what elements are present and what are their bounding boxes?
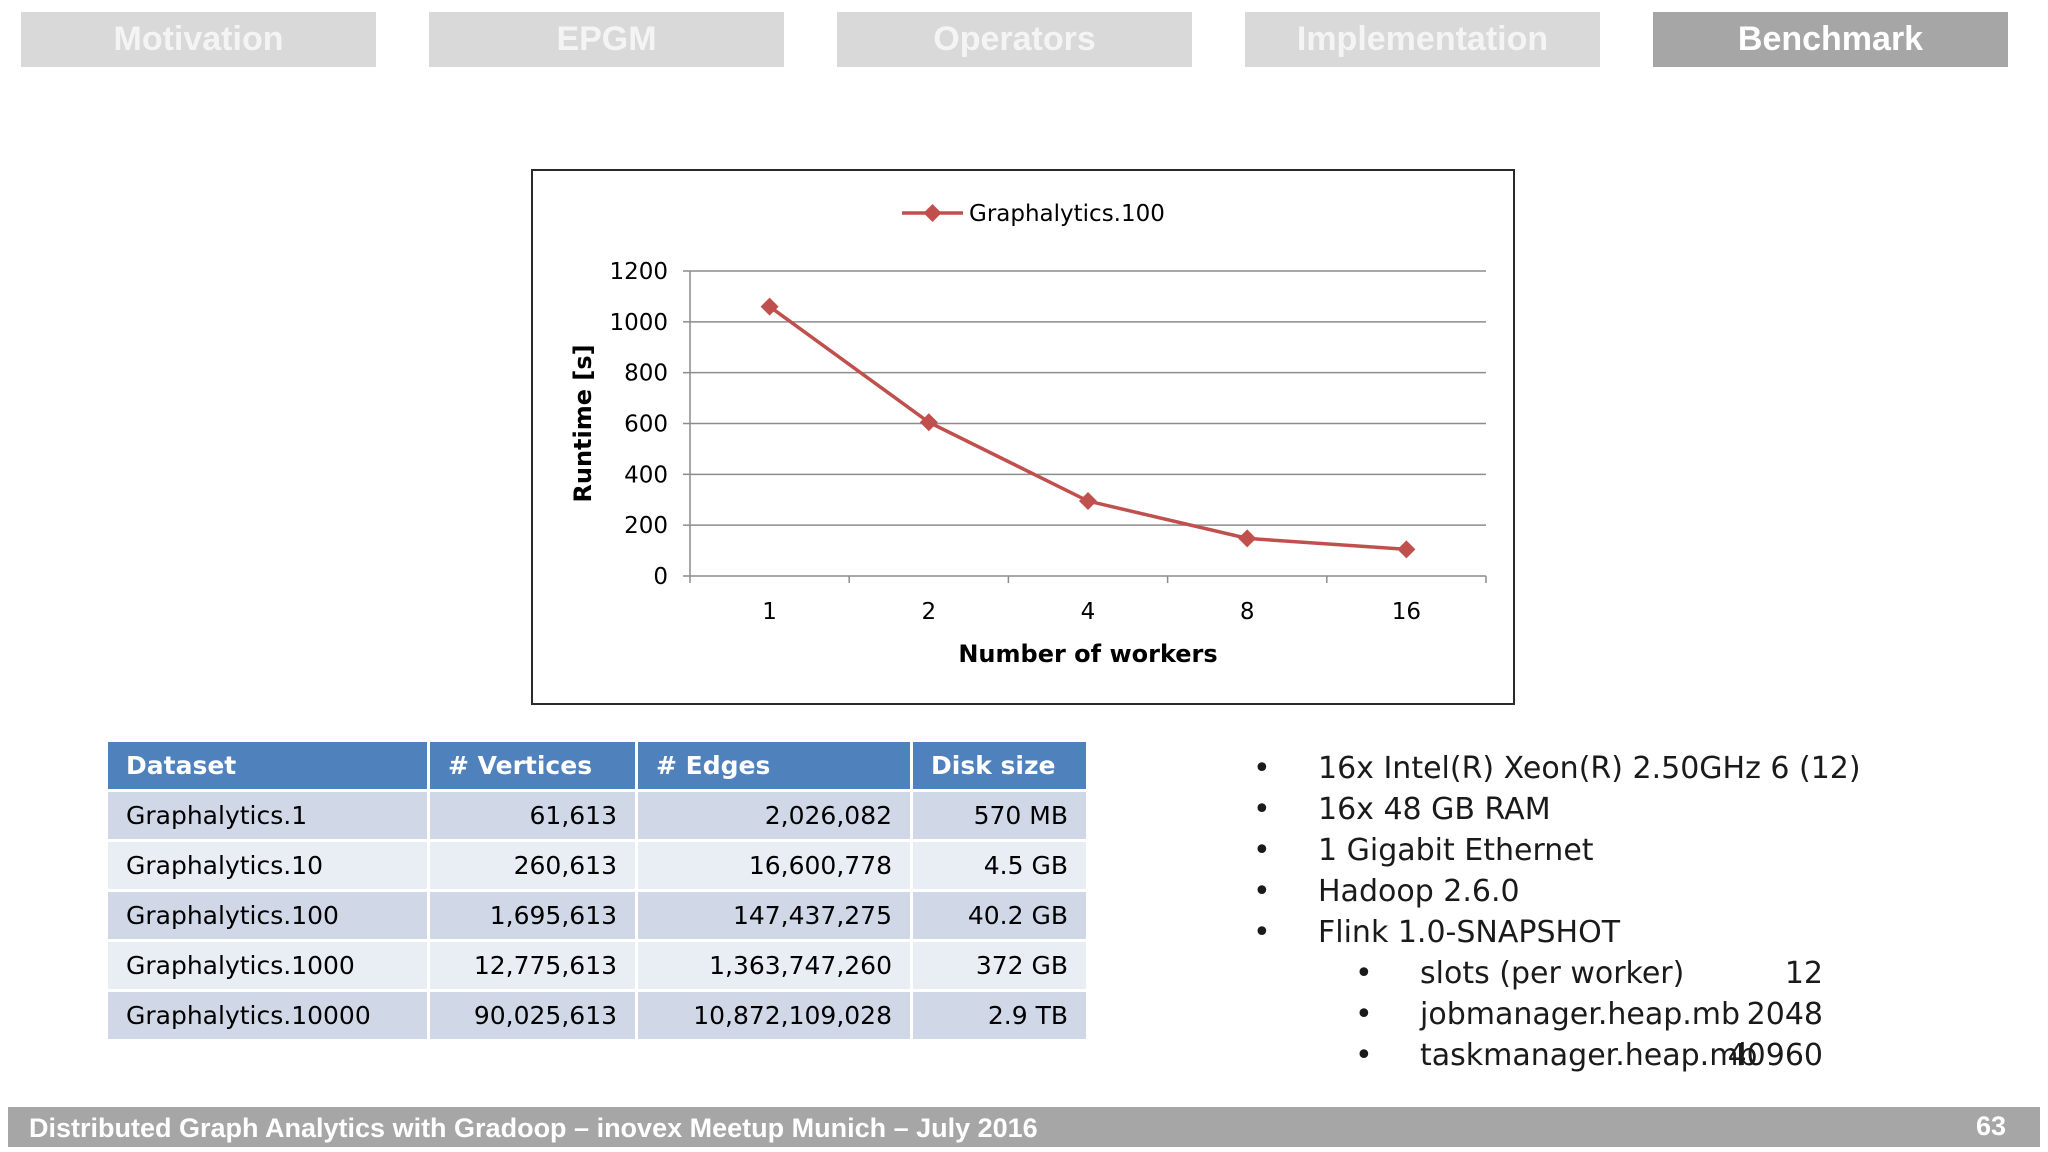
spec-text: 16x 48 GB RAM [1318,792,1551,827]
x-tick-label: 1 [762,599,777,625]
col-header-disk-size: Disk size [910,739,1089,792]
y-tick-label: 1200 [609,259,668,285]
chart-legend: Graphalytics.100 [902,201,1165,227]
chart-axes: 0 200 400 600 800 1000 1200 1 2 4 8 16 Number of wor… [569,259,1487,668]
y-tick-label: 0 [653,564,668,590]
bullet-icon: • [1355,997,1373,1032]
cell-dataset: Graphalytics.100 [105,889,430,942]
cell-vertices: 1,695,613 [427,889,638,942]
cell-edges: 10,872,109,028 [635,989,913,1042]
data-point-marker [1079,492,1097,511]
table-row: Graphalytics.100 1,695,613 147,437,275 4… [105,889,1089,942]
chart-svg: 0 200 400 600 800 1000 1200 1 2 4 8 16 Number of wor… [569,201,1487,668]
cell-disk-size: 40.2 GB [910,889,1089,942]
x-axis-title: Number of workers [958,640,1217,668]
cell-edges: 147,437,275 [635,889,913,942]
setting-value: 40960 [1727,1038,1823,1073]
cell-dataset: Graphalytics.10000 [105,989,430,1042]
tab-epgm[interactable]: EPGM [429,12,784,67]
data-point-marker [760,297,779,316]
cell-disk-size: 4.5 GB [910,839,1089,892]
spec-text: 16x Intel(R) Xeon(R) 2.50GHz 6 (12) [1318,751,1861,786]
bullet-icon: • [1253,874,1271,909]
x-tick-label: 4 [1081,599,1096,625]
footer-bar: Distributed Graph Analytics with Gradoop… [8,1107,2040,1147]
spec-text: 1 Gigabit Ethernet [1318,833,1594,868]
y-tick-label: 400 [624,462,668,488]
x-tick-label: 8 [1240,599,1255,625]
cell-edges: 1,363,747,260 [635,939,913,992]
cell-dataset: Graphalytics.10 [105,839,430,892]
data-point-marker [1238,529,1257,548]
cell-disk-size: 372 GB [910,939,1089,992]
series-line [768,305,1407,552]
table-row: Graphalytics.1 61,613 2,026,082 570 MB [105,789,1089,842]
table-header-row: Dataset # Vertices # Edges Disk size [105,739,1089,792]
x-tick-label: 16 [1392,599,1421,625]
cell-vertices: 90,025,613 [427,989,638,1042]
tab-motivation[interactable]: Motivation [21,12,376,67]
bullet-icon: • [1253,915,1271,950]
spec-text: Flink 1.0-SNAPSHOT [1318,915,1621,950]
cell-vertices: 12,775,613 [427,939,638,992]
y-tick-label: 1000 [609,310,668,336]
col-header-vertices: # Vertices [427,739,638,792]
cell-dataset: Graphalytics.1 [105,789,430,842]
legend-label: Graphalytics.100 [969,201,1165,227]
tab-benchmark[interactable]: Benchmark [1653,12,2008,67]
bullet-icon: • [1253,833,1271,868]
cell-vertices: 260,613 [427,839,638,892]
y-tick-label: 200 [624,513,668,539]
setting-key: slots (per worker) [1420,956,1685,991]
x-tick-label: 2 [921,599,936,625]
bullet-icon: • [1253,751,1271,786]
setting-key: jobmanager.heap.mb [1420,997,1741,1032]
table-row: Graphalytics.10000 90,025,613 10,872,109… [105,989,1089,1042]
runtime-chart: 0 200 400 600 800 1000 1200 1 2 4 8 16 Number of wor… [531,169,1515,705]
cell-edges: 2,026,082 [635,789,913,842]
setting-value: 2048 [1746,997,1823,1032]
cell-vertices: 61,613 [427,789,638,842]
spec-text: Hadoop 2.6.0 [1318,874,1520,909]
table-row: Graphalytics.10 260,613 16,600,778 4.5 G… [105,839,1089,892]
col-header-dataset: Dataset [105,739,430,792]
y-tick-label: 800 [624,361,668,387]
chart-gridlines [690,270,1486,526]
data-point-marker [1397,540,1416,559]
setting-key: taskmanager.heap.mb [1420,1038,1758,1073]
bullet-icon: • [1253,792,1271,827]
chart-series [760,297,1416,559]
table-row: Graphalytics.1000 12,775,613 1,363,747,2… [105,939,1089,992]
col-header-edges: # Edges [635,739,913,792]
cell-dataset: Graphalytics.1000 [105,939,430,992]
legend-marker [923,204,942,222]
y-axis-title: Runtime [s] [569,344,597,502]
bullet-icon: • [1355,956,1373,991]
page-number: 63 [1975,1111,2006,1141]
dataset-table: Dataset # Vertices # Edges Disk size Gra… [105,739,1089,1042]
bullet-icon: • [1355,1038,1373,1073]
tab-operators[interactable]: Operators [837,12,1192,67]
tab-implementation[interactable]: Implementation [1245,12,1600,67]
setting-value: 12 [1784,956,1823,991]
footer-title: Distributed Graph Analytics with Gradoop… [29,1113,1038,1143]
cell-disk-size: 570 MB [910,789,1089,842]
data-point-marker [919,413,938,432]
cell-edges: 16,600,778 [635,839,913,892]
cell-disk-size: 2.9 TB [910,989,1089,1042]
y-tick-label: 600 [624,412,668,438]
